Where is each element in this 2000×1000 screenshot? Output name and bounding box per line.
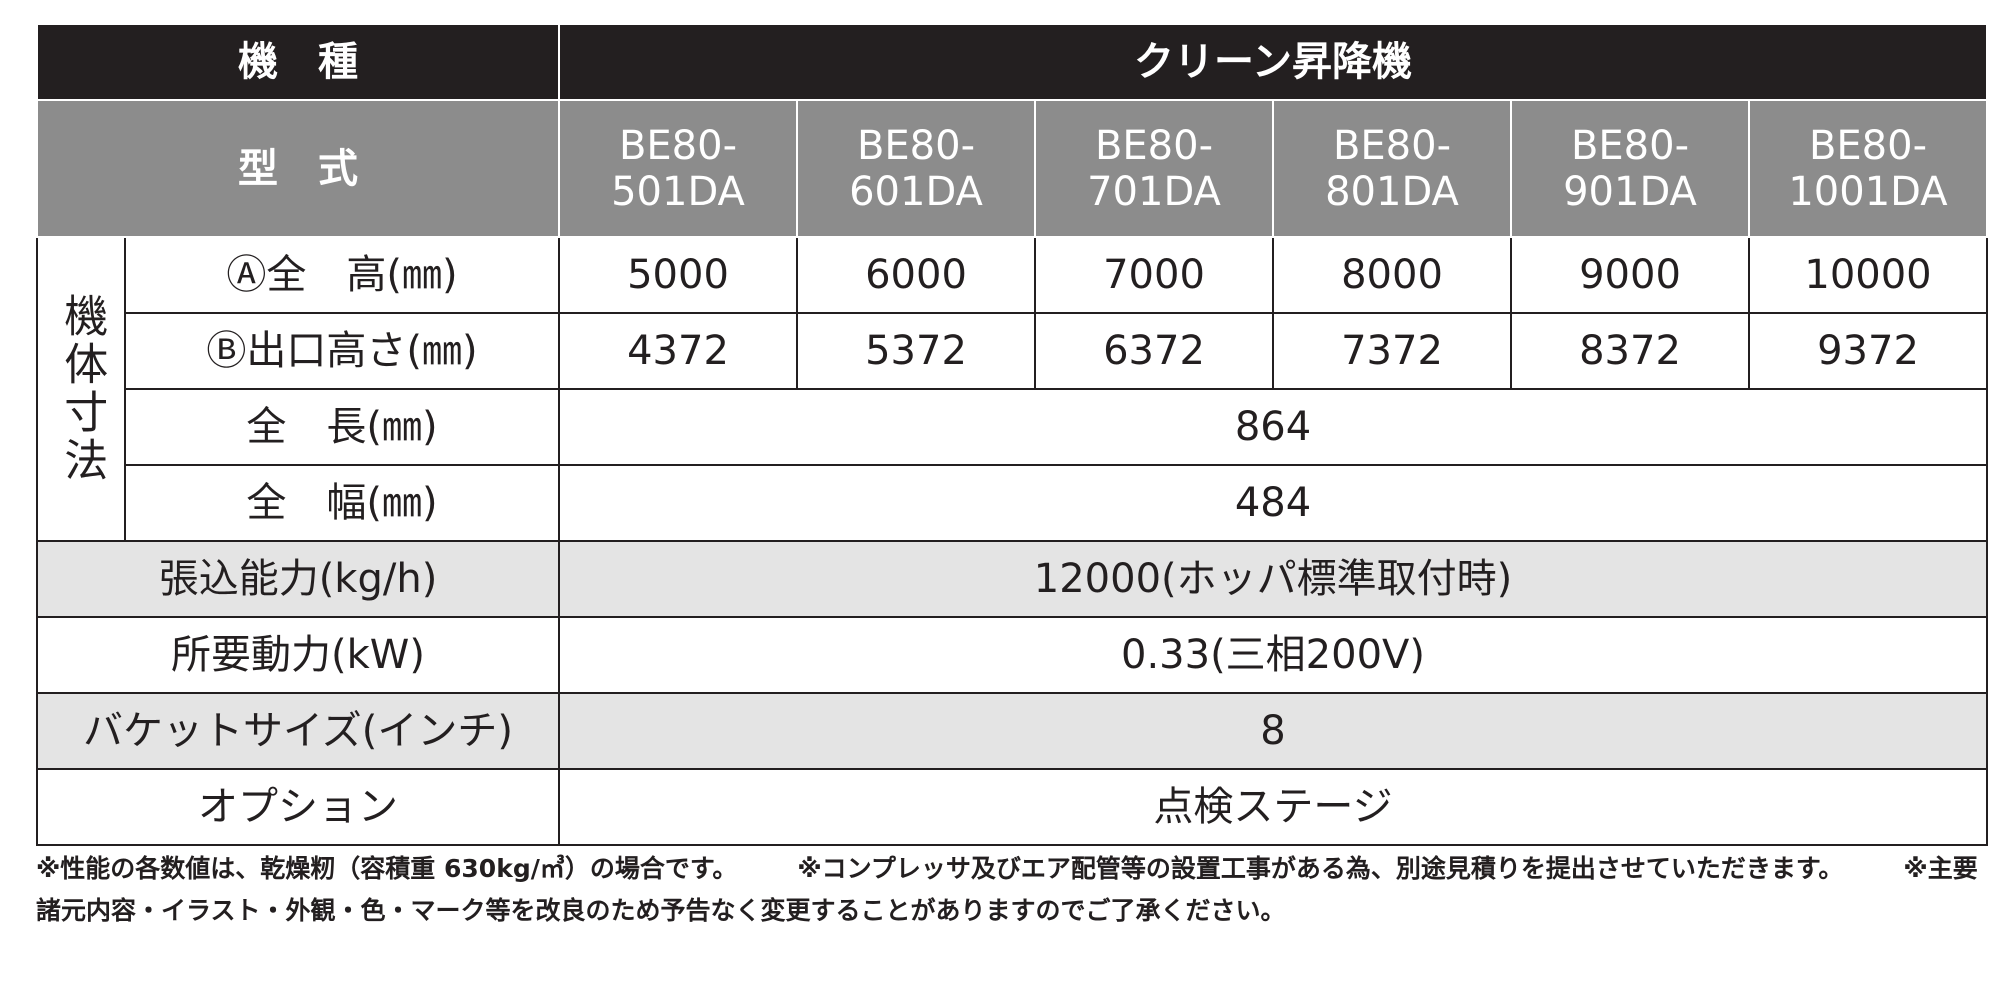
spec-table: 機 種クリーン昇降機型 式 BE80- 501DA BE80- 601DA BE80-… (36, 23, 1988, 846)
row-label: 全 幅(㎜) (124, 464, 560, 542)
cell-value: 10000 (1748, 236, 1988, 314)
row-label: 張込能力(kg/h) (36, 540, 560, 618)
notes: ※性能の各数値は、乾燥籾（容積重 630kg/㎥）の場合です。 ※コンプレッサ及び… (36, 848, 1996, 932)
row-label: バケットサイズ(インチ) (36, 692, 560, 770)
header-group: クリーン昇降機 (558, 23, 1988, 101)
cell-value: 484 (558, 464, 1988, 542)
cell-value: 9372 (1748, 312, 1988, 390)
cell-value: 7000 (1034, 236, 1274, 314)
model-name: BE80- 801DA (1272, 99, 1512, 238)
model-name: BE80- 901DA (1510, 99, 1750, 238)
table-row: 機体寸法 Ⓐ全 高(㎜) 5000 6000 7000 8000 9000 10000 (36, 236, 1988, 542)
table-row: 全 長(㎜) 864 (37, 388, 1988, 466)
model-label: 型 式 (36, 99, 560, 238)
model-name: BE80- 1001DA (1748, 99, 1988, 238)
table-row: 機 種クリーン昇降機 (36, 23, 1988, 101)
table-row: 型 式 BE80- 501DA BE80- 601DA BE80- 701DA BE80… (36, 99, 1988, 238)
cell-value: 0.33(三相200V) (558, 616, 1988, 694)
cell-value: 9000 (1510, 236, 1750, 314)
table-row: 所要動力(kW) 0.33(三相200V) (36, 616, 1988, 694)
header-label: 機 種 (36, 23, 560, 101)
table-row: オプション 点検ステージ (36, 768, 1988, 846)
model-name: BE80- 601DA (796, 99, 1036, 238)
note: ※コンプレッサ及びエア配管等の設置工事がある為、別途見積りを提出させていただきま… (797, 854, 1844, 883)
cell-value: 4372 (558, 312, 798, 390)
spec-table-wrap: 機 種クリーン昇降機型 式 BE80- 501DA BE80- 601DA BE80-… (36, 23, 1988, 846)
table-row: 全 幅(㎜) 484 (37, 464, 1988, 542)
table-row: 張込能力(kg/h) 12000(ホッパ標準取付時) (36, 540, 1988, 618)
table-row: Ⓑ出口高さ(㎜) 4372 5372 6372 7372 8372 9372 (37, 312, 1988, 390)
row-label: Ⓐ全 高(㎜) (124, 236, 560, 314)
note: ※主要諸元内容・イラスト・外観・色・マーク等を改良のため予告なく変更することがあ… (36, 854, 1978, 925)
row-label: オプション (36, 768, 560, 846)
row-label: 所要動力(kW) (36, 616, 560, 694)
cell-value: 8 (558, 692, 1988, 770)
cell-value: 6372 (1034, 312, 1274, 390)
row-label: 全 長(㎜) (124, 388, 560, 466)
cell-value: 5000 (558, 236, 798, 314)
cell-value: 12000(ホッパ標準取付時) (558, 540, 1988, 618)
model-name: BE80- 501DA (558, 99, 798, 238)
table-row: バケットサイズ(インチ) 8 (36, 692, 1988, 770)
dimension-group: 機体寸法 (36, 236, 126, 542)
cell-value: 8372 (1510, 312, 1750, 390)
cell-value: 5372 (796, 312, 1036, 390)
model-name: BE80- 701DA (1034, 99, 1274, 238)
cell-value: 8000 (1272, 236, 1512, 314)
cell-value: 点検ステージ (558, 768, 1988, 846)
cell-value: 7372 (1272, 312, 1512, 390)
row-label: Ⓑ出口高さ(㎜) (124, 312, 560, 390)
cell-value: 6000 (796, 236, 1036, 314)
note: ※性能の各数値は、乾燥籾（容積重 630kg/㎥）の場合です。 (36, 854, 738, 883)
cell-value: 864 (558, 388, 1988, 466)
